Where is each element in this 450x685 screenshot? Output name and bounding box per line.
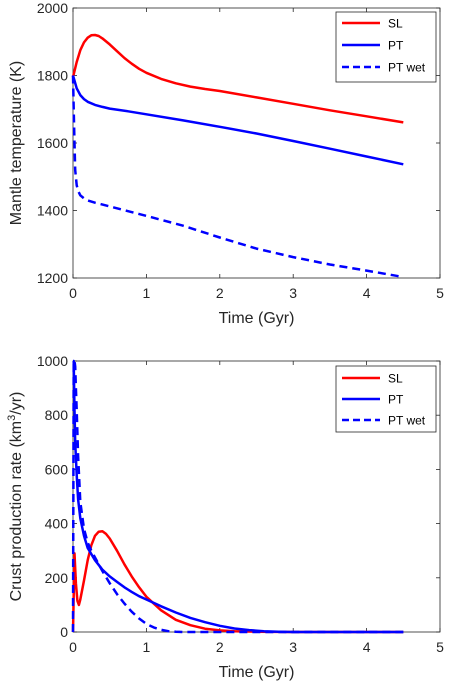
bottom-y-axis-label: Crust production rate (km3/yr) — [6, 392, 25, 602]
top-y-tick-labels: 1200 1400 1600 1800 2000 — [37, 0, 68, 286]
bottom-x-axis-label: Time (Gyr) — [219, 664, 295, 681]
y-tick-label: 800 — [45, 407, 69, 423]
y-label-tail: /yr) — [8, 392, 25, 415]
y-label-main: Crust production rate (km — [8, 421, 25, 602]
top-x-axis-label: Time (Gyr) — [219, 310, 295, 327]
series-line-pt-wet — [71, 359, 404, 634]
x-tick-label: 0 — [69, 285, 77, 301]
x-tick-label: 4 — [363, 639, 371, 655]
series-line-pt — [72, 359, 404, 634]
y-tick-label: 1200 — [37, 270, 68, 286]
x-tick-label: 2 — [216, 285, 224, 301]
bottom-x-tick-labels: 0 1 2 3 4 5 — [69, 639, 444, 655]
bottom-legend: SL PT PT wet — [335, 365, 437, 433]
x-tick-label: 3 — [289, 285, 297, 301]
legend-label-sl: SL — [388, 17, 403, 31]
mantle-temperature-panel: 0 1 2 3 4 5 1200 1400 1600 1800 2000 Tim… — [8, 0, 444, 327]
top-series — [71, 33, 404, 279]
x-tick-label: 3 — [289, 639, 297, 655]
top-y-axis-label: Mantle temperature (K) — [8, 61, 25, 226]
x-tick-label: 5 — [436, 639, 444, 655]
top-legend: SL PT PT wet — [335, 11, 437, 83]
y-tick-label: 1000 — [37, 353, 68, 369]
y-tick-label: 1800 — [37, 68, 68, 84]
x-tick-label: 2 — [216, 639, 224, 655]
y-tick-label: 600 — [45, 461, 69, 477]
legend-label-sl: SL — [388, 372, 403, 386]
y-tick-label: 200 — [45, 570, 69, 586]
series-line-sl — [71, 33, 404, 124]
legend-label-pt: PT — [388, 39, 404, 53]
legend-label-pt-wet: PT wet — [388, 61, 426, 75]
x-tick-label: 1 — [143, 285, 151, 301]
crust-production-panel: 0 1 2 3 4 5 0 200 400 600 800 1000 Time … — [6, 353, 444, 681]
x-tick-label: 5 — [436, 285, 444, 301]
y-tick-label: 0 — [60, 624, 68, 640]
series-line-pt — [71, 75, 404, 166]
series-line-sl — [71, 529, 404, 634]
top-x-tick-labels: 0 1 2 3 4 5 — [69, 285, 444, 301]
x-tick-label: 0 — [69, 639, 77, 655]
x-tick-label: 4 — [363, 285, 371, 301]
y-tick-label: 2000 — [37, 0, 68, 16]
top-ticks — [72, 7, 441, 279]
y-tick-label: 400 — [45, 516, 69, 532]
bottom-series — [71, 359, 404, 634]
y-tick-label: 1600 — [37, 135, 68, 151]
y-tick-label: 1400 — [37, 203, 68, 219]
bottom-y-tick-labels: 0 200 400 600 800 1000 — [37, 353, 68, 640]
legend-label-pt: PT — [388, 393, 404, 407]
x-tick-label: 1 — [143, 639, 151, 655]
series-line-pt-wet — [71, 75, 404, 279]
legend-label-pt-wet: PT wet — [388, 414, 426, 428]
y-label-superscript: 3 — [6, 415, 18, 421]
